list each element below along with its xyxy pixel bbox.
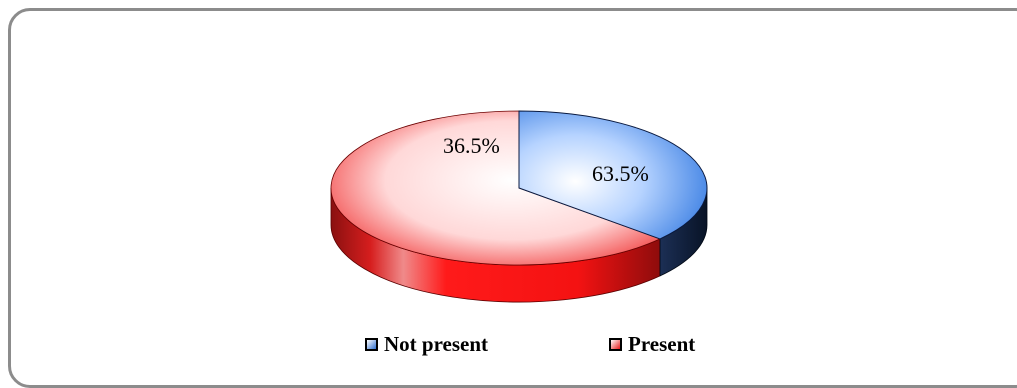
legend-label-present: Present bbox=[628, 332, 696, 356]
pie-chart: 36.5% 63.5% bbox=[330, 110, 708, 303]
legend-swatch-present bbox=[609, 338, 622, 351]
legend-swatch-not-present bbox=[365, 338, 378, 351]
data-label-1: 63.5% bbox=[592, 161, 649, 186]
legend: Not present Present bbox=[0, 332, 1017, 358]
legend-item-not-present: Not present bbox=[365, 332, 488, 357]
data-label-0: 36.5% bbox=[443, 133, 500, 158]
slice-top-not-present bbox=[518, 110, 708, 240]
slice-top-present bbox=[330, 110, 662, 266]
legend-item-present: Present bbox=[609, 332, 695, 357]
legend-label-not-present: Not present bbox=[384, 332, 489, 356]
